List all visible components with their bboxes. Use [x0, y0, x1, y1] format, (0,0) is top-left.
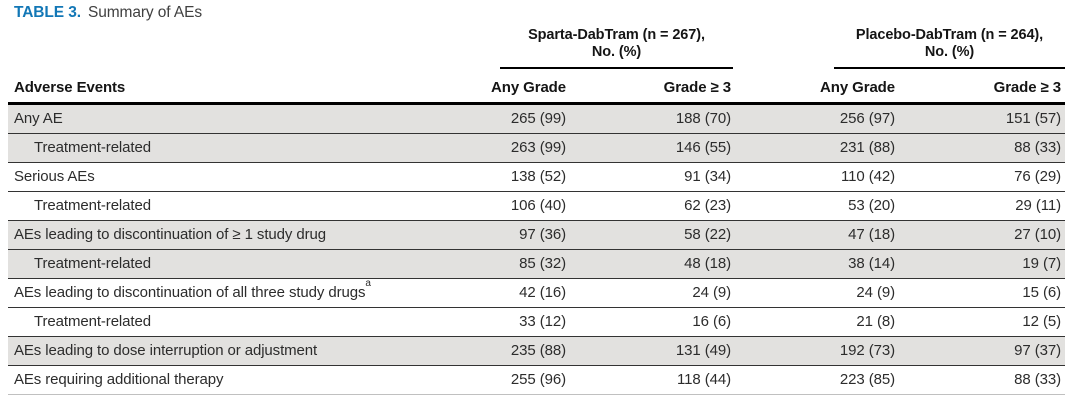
cell-placebo-grade3plus: 19 (7) [897, 249, 1065, 279]
cell-placebo-any-grade: 223 (85) [733, 365, 897, 395]
cell-placebo-grade3plus: 12 (5) [897, 307, 1065, 337]
column-group-sparta-label: Sparta-DabTram (n = 267), No. (%) [500, 27, 733, 69]
cell-sparta-grade3plus: 118 (44) [568, 365, 733, 395]
column-header-sparta-grade3plus: Grade ≥ 3 [568, 68, 733, 105]
cell-sparta-grade3plus: 91 (34) [568, 162, 733, 192]
cell-placebo-grade3plus: 151 (57) [897, 103, 1065, 134]
column-header-placebo-any-grade: Any Grade [733, 68, 897, 105]
cell-sparta-any-grade: 138 (52) [460, 162, 568, 192]
cell-placebo-grade3plus: 15 (6) [897, 278, 1065, 308]
table-number-label: TABLE 3. [14, 4, 81, 21]
table-row-dose-interruption: AEs leading to dose interruption or adju… [8, 336, 1065, 366]
column-group-sparta-dabtram: Sparta-DabTram (n = 267), No. (%) [460, 22, 733, 69]
row-label: Treatment-related [8, 133, 460, 163]
cell-placebo-any-grade: 38 (14) [733, 249, 897, 279]
cell-sparta-grade3plus: 16 (6) [568, 307, 733, 337]
cell-sparta-any-grade: 235 (88) [460, 336, 568, 366]
row-label: AEs leading to discontinuation of ≥ 1 st… [8, 220, 460, 250]
cell-sparta-any-grade: 255 (96) [460, 365, 568, 395]
cell-placebo-grade3plus: 88 (33) [897, 133, 1065, 163]
cell-placebo-any-grade: 110 (42) [733, 162, 897, 192]
table-row-additional-therapy: AEs requiring additional therapy 255 (96… [8, 365, 1065, 395]
cell-placebo-any-grade: 192 (73) [733, 336, 897, 366]
cell-sparta-any-grade: 42 (16) [460, 278, 568, 308]
cell-placebo-any-grade: 21 (8) [733, 307, 897, 337]
row-label: Treatment-related [8, 307, 460, 337]
row-label: AEs requiring additional therapy [8, 365, 460, 395]
table-row-discontinuation-all-three-treatment-related: Treatment-related 33 (12) 16 (6) 21 (8) … [8, 307, 1065, 337]
cell-placebo-any-grade: 24 (9) [733, 278, 897, 308]
cell-placebo-any-grade: 256 (97) [733, 103, 897, 134]
cell-sparta-any-grade: 33 (12) [460, 307, 568, 337]
row-label: Treatment-related [8, 191, 460, 221]
cell-sparta-any-grade: 97 (36) [460, 220, 568, 250]
row-label: Treatment-related [8, 249, 460, 279]
cell-placebo-grade3plus: 76 (29) [897, 162, 1065, 192]
column-header-sparta-any-grade: Any Grade [460, 68, 568, 105]
table-caption-text: Summary of AEs [87, 4, 202, 21]
row-label: AEs leading to dose interruption or adju… [8, 336, 460, 366]
table-row-any-ae: Any AE 265 (99) 188 (70) 256 (97) 151 (5… [8, 103, 1065, 134]
cell-sparta-grade3plus: 24 (9) [568, 278, 733, 308]
cell-sparta-any-grade: 85 (32) [460, 249, 568, 279]
table-row-serious-aes-treatment-related: Treatment-related 106 (40) 62 (23) 53 (2… [8, 191, 1065, 221]
cell-sparta-any-grade: 265 (99) [460, 103, 568, 134]
table-row-serious-aes: Serious AEs 138 (52) 91 (34) 110 (42) 76… [8, 162, 1065, 192]
cell-placebo-grade3plus: 29 (11) [897, 191, 1065, 221]
cell-placebo-any-grade: 47 (18) [733, 220, 897, 250]
column-group-placebo-dabtram: Placebo-DabTram (n = 264), No. (%) [733, 22, 1065, 69]
table-row-discontinuation-all-three-drugs: AEs leading to discontinuation of all th… [8, 277, 1065, 308]
cell-sparta-grade3plus: 48 (18) [568, 249, 733, 279]
cell-sparta-any-grade: 106 (40) [460, 191, 568, 221]
column-header-placebo-grade3plus: Grade ≥ 3 [897, 68, 1065, 105]
column-group-placebo-label: Placebo-DabTram (n = 264), No. (%) [834, 27, 1065, 69]
adverse-events-table: Sparta-DabTram (n = 267), No. (%) Placeb… [8, 22, 1065, 395]
footnote-marker: a [365, 277, 371, 289]
row-label: Any AE [8, 103, 460, 134]
column-group-spacer [8, 22, 460, 69]
cell-placebo-grade3plus: 27 (10) [897, 220, 1065, 250]
cell-sparta-grade3plus: 188 (70) [568, 103, 733, 134]
table-row-discontinuation-one-drug-treatment-related: Treatment-related 85 (32) 48 (18) 38 (14… [8, 249, 1065, 279]
cell-placebo-any-grade: 231 (88) [733, 133, 897, 163]
table-row-discontinuation-one-drug: AEs leading to discontinuation of ≥ 1 st… [8, 220, 1065, 250]
column-header-adverse-events: Adverse Events [8, 68, 460, 105]
cell-sparta-grade3plus: 58 (22) [568, 220, 733, 250]
cell-sparta-grade3plus: 146 (55) [568, 133, 733, 163]
cell-placebo-grade3plus: 97 (37) [897, 336, 1065, 366]
column-group-row: Sparta-DabTram (n = 267), No. (%) Placeb… [8, 22, 1065, 69]
cell-placebo-any-grade: 53 (20) [733, 191, 897, 221]
table-caption: TABLE 3. Summary of AEs [14, 4, 202, 22]
column-header-row: Adverse Events Any Grade Grade ≥ 3 Any G… [8, 68, 1065, 105]
row-label: Serious AEs [8, 162, 460, 192]
cell-sparta-grade3plus: 131 (49) [568, 336, 733, 366]
table-row-any-ae-treatment-related: Treatment-related 263 (99) 146 (55) 231 … [8, 133, 1065, 163]
cell-placebo-grade3plus: 88 (33) [897, 365, 1065, 395]
row-label: AEs leading to discontinuation of all th… [8, 277, 460, 308]
cell-sparta-any-grade: 263 (99) [460, 133, 568, 163]
cell-sparta-grade3plus: 62 (23) [568, 191, 733, 221]
